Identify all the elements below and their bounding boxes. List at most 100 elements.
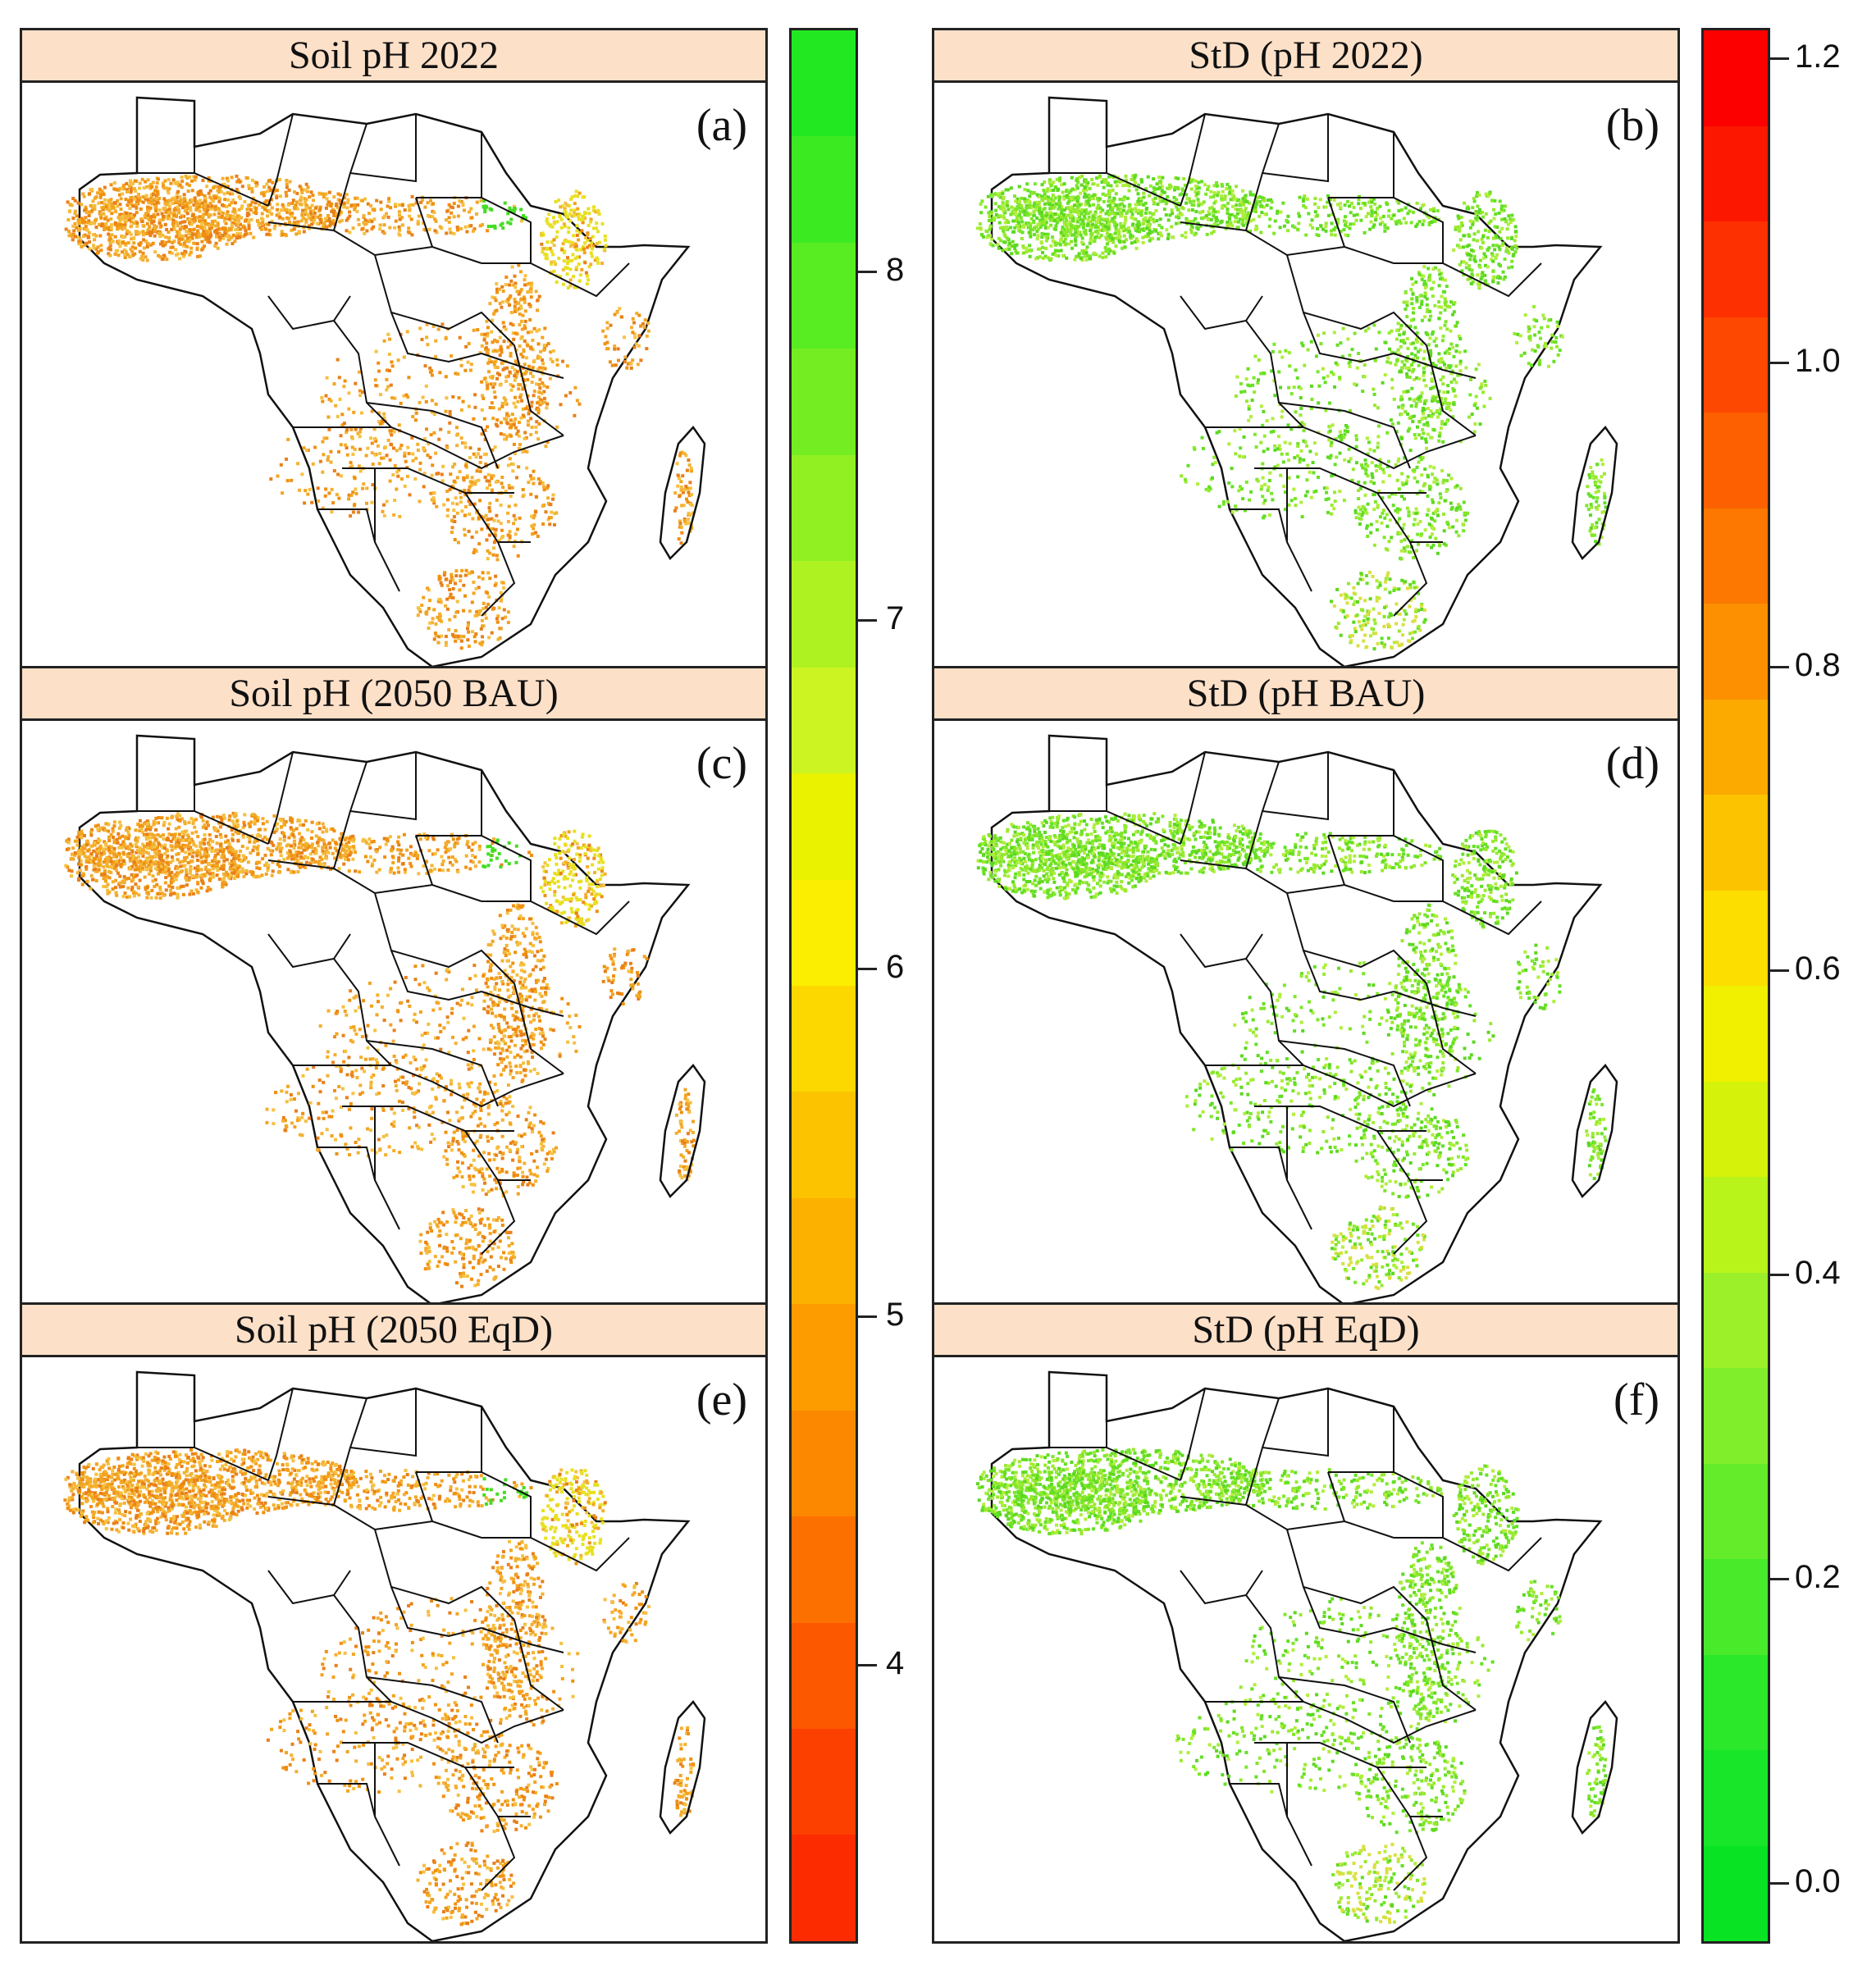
country-border: [1262, 1388, 1329, 1457]
panel-title: StD (pH BAU): [934, 668, 1677, 721]
country-border: [1393, 1471, 1444, 1539]
continent-outline: [78, 96, 691, 667]
colorbar-swatch: [1704, 125, 1768, 221]
raster-cells: [975, 173, 1608, 651]
country-border: [267, 113, 294, 207]
country-border: [1205, 1065, 1345, 1083]
country-border: [1303, 950, 1394, 1001]
country-border: [1344, 1709, 1477, 1744]
colorbar-tick-mark: [1768, 1578, 1789, 1581]
country-border: [366, 1676, 499, 1744]
colorbar-swatch: [792, 30, 856, 137]
country-border: [481, 1627, 564, 1653]
country-border: [415, 1471, 433, 1522]
colorbar-tick-label: 1.0: [1795, 342, 1841, 379]
panel-title: Soil pH 2022: [22, 30, 765, 83]
colorbar-swatch: [1704, 890, 1768, 986]
country-border: [293, 1701, 433, 1719]
country-border: [481, 835, 532, 902]
country-border: [1278, 402, 1411, 469]
colorbar-tick-mark: [1768, 665, 1789, 668]
country-border: [317, 1147, 376, 1181]
colorbar-swatch: [792, 773, 856, 880]
country-border: [1262, 752, 1329, 821]
colorbar-swatch: [792, 242, 856, 349]
country-border: [374, 254, 515, 346]
map-panel: Soil pH (2050 BAU) (c): [20, 666, 768, 1307]
country-border: [267, 761, 367, 870]
map-panel: Soil pH (2050 EqD) (e): [20, 1302, 768, 1944]
panel-label: (f): [1614, 1375, 1659, 1425]
country-border: [1180, 1388, 1206, 1481]
country-border: [333, 320, 392, 428]
madagascar-outline: [1571, 1699, 1618, 1835]
colorbar-swatch: [792, 1197, 856, 1305]
colorbar-swatch: [1704, 604, 1768, 700]
country-border: [481, 991, 564, 1017]
africa-map: [63, 1370, 706, 1941]
colorbar-swatch: [792, 1410, 856, 1517]
country-border: [530, 1537, 630, 1572]
colorbar-tick-mark: [856, 1664, 877, 1667]
africa-map: [64, 734, 706, 1305]
colorbar-swatch: [1704, 1081, 1768, 1177]
colorbar-swatch: [792, 1092, 856, 1198]
country-border: [194, 1447, 269, 1481]
madagascar-outline: [1571, 1063, 1618, 1199]
country-border: [481, 1471, 532, 1539]
country-border: [1426, 1619, 1477, 1711]
country-border: [1303, 312, 1394, 363]
panel-title: StD (pH EqD): [934, 1305, 1677, 1357]
country-border: [1344, 435, 1477, 470]
colorbar-tick-mark: [1768, 969, 1789, 973]
country-border: [431, 1073, 564, 1108]
country-border: [1393, 1627, 1477, 1653]
colorbar-tick-label: 4: [886, 1645, 905, 1682]
raster-cells: [976, 1448, 1608, 1924]
madagascar-outline: [1571, 425, 1618, 561]
madagascar-outline: [659, 1699, 706, 1835]
country-border: [1180, 761, 1280, 870]
country-border: [267, 933, 351, 969]
country-border: [349, 1388, 417, 1457]
country-border: [390, 1586, 482, 1638]
colorbar-swatch: [1704, 699, 1768, 795]
country-border: [514, 983, 564, 1074]
country-border: [1230, 1147, 1288, 1181]
country-border: [530, 262, 630, 298]
country-border: [1245, 1504, 1394, 1539]
country-border: [1393, 991, 1477, 1017]
country-border: [1442, 262, 1542, 298]
country-border: [1106, 1447, 1181, 1481]
colorbar-tick-mark: [1768, 1881, 1789, 1885]
country-border: [1286, 1529, 1427, 1621]
country-border: [1303, 1586, 1394, 1638]
country-border: [1278, 1676, 1411, 1744]
std-colorbar: [1701, 28, 1770, 1944]
colorbar-swatch: [792, 349, 856, 455]
colorbar-swatch: [1704, 30, 1768, 126]
country-border: [267, 1397, 367, 1507]
country-border: [1180, 295, 1263, 331]
country-border: [530, 900, 630, 936]
country-border: [349, 752, 417, 821]
country-border: [333, 868, 482, 902]
country-border: [267, 751, 294, 845]
country-border: [374, 892, 515, 984]
country-border: [1286, 254, 1427, 346]
colorbar-tick-label: 7: [886, 600, 905, 637]
map-panel: StD (pH 2022) (b): [932, 28, 1680, 669]
colorbar-tick-mark: [1768, 57, 1789, 61]
colorbar-tick-label: 1.2: [1795, 39, 1841, 75]
colorbar-swatch: [792, 1622, 856, 1729]
colorbar-tick-mark: [856, 1315, 877, 1319]
colorbar-tick-label: 0.0: [1795, 1862, 1841, 1899]
country-border: [1180, 1570, 1263, 1605]
country-border: [333, 230, 482, 264]
colorbar-swatch: [1704, 986, 1768, 1082]
country-border: [1278, 1040, 1411, 1107]
country-border: [1393, 353, 1477, 379]
colorbar-tick-label: 8: [886, 252, 905, 289]
country-border: [194, 172, 269, 207]
panel-title: StD (pH 2022): [934, 30, 1677, 83]
